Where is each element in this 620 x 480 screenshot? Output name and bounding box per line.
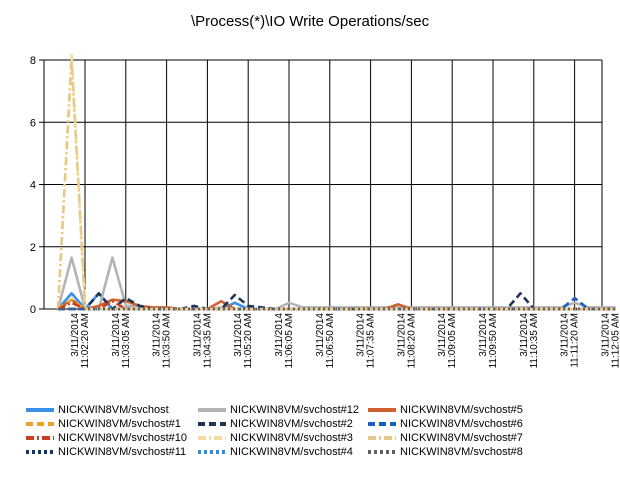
x-tick-label-line: 3/11/2014: [478, 313, 489, 357]
legend-label: NICKWIN8VM/svchost#7: [400, 432, 523, 444]
x-tick-label: 3/11/2014 11:12:05 AM: [600, 313, 620, 369]
x-tick-label-line: 3/11/2014: [111, 313, 122, 357]
legend-swatch: [368, 450, 396, 454]
x-tick-label-line: 11:10:35 AM: [529, 313, 540, 368]
x-tick-label-line: 11:09:50 AM: [488, 313, 499, 368]
x-tick-label-line: 11:06:05 AM: [284, 313, 295, 368]
x-tick-label-line: 3/11/2014: [560, 313, 571, 357]
x-tick-label-line: 11:07:35 AM: [366, 313, 377, 368]
x-tick-label-line: 3/11/2014: [437, 313, 448, 357]
legend-label: NICKWIN8VM/svchost#8: [400, 446, 523, 458]
legend-swatch: [368, 422, 396, 426]
y-tick-label: 4: [30, 180, 36, 192]
legend-item: NICKWIN8VM/svchost#10: [26, 432, 187, 444]
x-tick-label-line: 3/11/2014: [274, 313, 285, 357]
legend-label: NICKWIN8VM/svchost#5: [400, 404, 523, 416]
y-tick-label: 6: [30, 117, 36, 129]
legend-swatch: [26, 450, 54, 454]
legend-label: NICKWIN8VM/svchost#2: [230, 418, 353, 430]
x-tick-label-line: 11:02:20 AM: [80, 313, 91, 368]
x-tick-label: 3/11/2014 11:09:05 AM: [437, 313, 458, 369]
x-tick-label-line: 11:08:20 AM: [406, 313, 417, 368]
y-tick-label: 0: [30, 304, 36, 316]
legend-swatch: [198, 422, 226, 426]
legend-item: NICKWIN8VM/svchost#6: [368, 418, 523, 430]
legend-label: NICKWIN8VM/svchost#10: [58, 432, 187, 444]
legend-swatch: [26, 422, 54, 426]
x-tick-label-line: 11:04:35 AM: [202, 313, 213, 368]
legend-label: NICKWIN8VM/svchost: [58, 404, 169, 416]
x-tick-label-line: 11:06:50 AM: [325, 313, 336, 368]
x-tick-label: 3/11/2014 11:06:05 AM: [274, 313, 295, 369]
legend-label: NICKWIN8VM/svchost#11: [58, 446, 187, 458]
x-tick-label-line: 3/11/2014: [315, 313, 326, 357]
legend-swatch: [26, 436, 54, 440]
x-tick-label: 3/11/2014 11:03:50 AM: [152, 313, 173, 369]
legend-item: NICKWIN8VM/svchost#11: [26, 446, 186, 458]
legend-item: NICKWIN8VM/svchost#12: [198, 404, 359, 416]
legend-item: NICKWIN8VM/svchost#3: [198, 432, 353, 444]
x-tick-label-line: 3/11/2014: [356, 313, 367, 357]
x-tick-label-line: 11:05:20 AM: [243, 313, 254, 368]
legend-label: NICKWIN8VM/svchost#12: [230, 404, 359, 416]
legend-swatch: [198, 408, 226, 412]
y-tick-label: 2: [30, 242, 36, 254]
x-tick-label-line: 3/11/2014: [600, 313, 611, 357]
x-tick-label-line: 11:12:05 AM: [610, 313, 620, 368]
x-tick-label: 3/11/2014 11:10:35 AM: [519, 313, 540, 369]
x-tick-label-line: 11:03:50 AM: [162, 313, 173, 368]
x-tick-label-line: 3/11/2014: [233, 313, 244, 357]
x-tick-label: 3/11/2014 11:02:20 AM: [70, 313, 91, 369]
legend-item: NICKWIN8VM/svchost#8: [368, 446, 523, 458]
series-line-1: [56, 256, 616, 311]
legend-item: NICKWIN8VM/svchost#2: [198, 418, 353, 430]
legend-item: NICKWIN8VM/svchost#1: [26, 418, 181, 430]
legend-label: NICKWIN8VM/svchost#1: [58, 418, 181, 430]
x-tick-label-line: 3/11/2014: [152, 313, 163, 357]
legend-label: NICKWIN8VM/svchost#3: [230, 432, 353, 444]
legend-swatch: [368, 408, 396, 412]
x-tick-label: 3/11/2014 11:06:50 AM: [315, 313, 336, 369]
x-tick-label: 3/11/2014 11:07:35 AM: [356, 313, 377, 369]
legend-swatch: [368, 436, 396, 440]
legend-item: NICKWIN8VM/svchost#5: [368, 404, 523, 416]
x-tick-label-line: 11:09:05 AM: [447, 313, 458, 368]
x-tick-label-line: 3/11/2014: [519, 313, 530, 357]
series-line-8: [56, 58, 616, 311]
x-tick-label: 3/11/2014 11:11:20 AM: [560, 313, 581, 368]
series-line-7: [56, 52, 616, 311]
x-tick-label-line: 3/11/2014: [396, 313, 407, 357]
legend-item: NICKWIN8VM/svchost: [26, 404, 169, 416]
legend-swatch: [198, 436, 226, 440]
legend-swatch: [26, 408, 54, 412]
x-tick-label: 3/11/2014 11:08:20 AM: [396, 313, 417, 369]
x-tick-label-line: 3/11/2014: [192, 313, 203, 357]
x-tick-label-line: 11:03:05 AM: [121, 313, 132, 368]
x-tick-label-line: 3/11/2014: [70, 313, 81, 357]
y-tick-label: 8: [30, 55, 36, 67]
x-tick-label-line: 11:11:20 AM: [570, 313, 581, 368]
legend-item: NICKWIN8VM/svchost#4: [198, 446, 353, 458]
legend-label: NICKWIN8VM/svchost#6: [400, 418, 523, 430]
legend-item: NICKWIN8VM/svchost#7: [368, 432, 523, 444]
x-tick-label: 3/11/2014 11:04:35 AM: [192, 313, 213, 369]
chart-title: \Process(*)\IO Write Operations/sec: [190, 13, 430, 30]
legend-swatch: [198, 450, 226, 454]
x-tick-label: 3/11/2014 11:03:05 AM: [111, 313, 132, 369]
legend-label: NICKWIN8VM/svchost#4: [230, 446, 353, 458]
x-tick-label: 3/11/2014 11:05:20 AM: [233, 313, 254, 369]
x-tick-label: 3/11/2014 11:09:50 AM: [478, 313, 499, 369]
